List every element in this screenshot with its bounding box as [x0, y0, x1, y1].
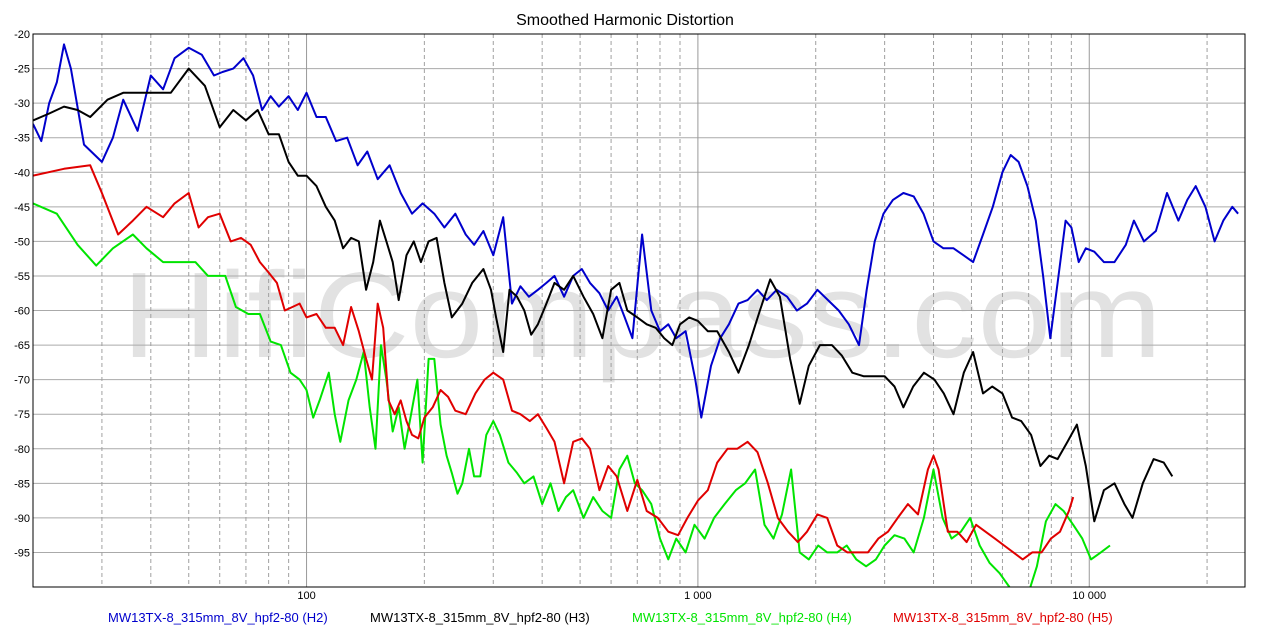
x-tick-label: 100: [297, 590, 315, 602]
y-tick-label: -40: [14, 167, 30, 179]
legend-entry-1: MW13TX-8_315mm_8V_hpf2-80 (H2): [108, 610, 328, 625]
legend-entry-4: MW13TX-8_315mm_8V_hpf2-80 (H5): [893, 610, 1113, 625]
legend: MW13TX-8_315mm_8V_hpf2-80 (H2) MW13TX-8_3…: [108, 610, 1113, 625]
y-tick-label: -90: [14, 513, 30, 525]
y-tick-label: -30: [14, 98, 30, 110]
series-lines: [33, 43, 1239, 587]
plot-area: HifiCompass.com: [32, 33, 1246, 588]
y-tick-label: -55: [14, 271, 30, 283]
y-tick-label: -80: [14, 444, 30, 456]
y-tick-label: -35: [14, 133, 30, 145]
y-tick-label: -75: [14, 409, 30, 421]
legend-entry-3: MW13TX-8_315mm_8V_hpf2-80 (H4): [632, 610, 852, 625]
y-tick-label: -50: [14, 236, 30, 248]
y-tick-label: -65: [14, 340, 30, 352]
y-axis-ticks: -20 -25 -30 -35 -40 -45 -50 -55 -60 -65 -70 -75 -80 -…: [14, 29, 30, 559]
y-tick-label: -85: [14, 478, 30, 490]
y-tick-label: -95: [14, 547, 30, 559]
x-axis-ticks: 100 1 000 10 000: [297, 590, 1106, 602]
series-line-1: [33, 43, 1239, 419]
y-tick-label: -45: [14, 202, 30, 214]
y-tick-label: -20: [14, 29, 30, 41]
plot-border: [32, 33, 1246, 588]
y-tick-label: -60: [14, 306, 30, 318]
y-tick-label: -70: [14, 375, 30, 387]
x-tick-label: 10 000: [1072, 590, 1106, 602]
x-tick-label: 1 000: [684, 590, 712, 602]
legend-entry-2: MW13TX-8_315mm_8V_hpf2-80 (H3): [370, 610, 590, 625]
chart-title: Smoothed Harmonic Distortion: [516, 12, 734, 29]
watermark-logo: HifiCompass.com: [122, 247, 1162, 383]
series-line-4: [33, 164, 1075, 561]
y-tick-label: -25: [14, 64, 30, 76]
series-line-3: [33, 202, 1111, 587]
series-line-2: [33, 67, 1174, 523]
